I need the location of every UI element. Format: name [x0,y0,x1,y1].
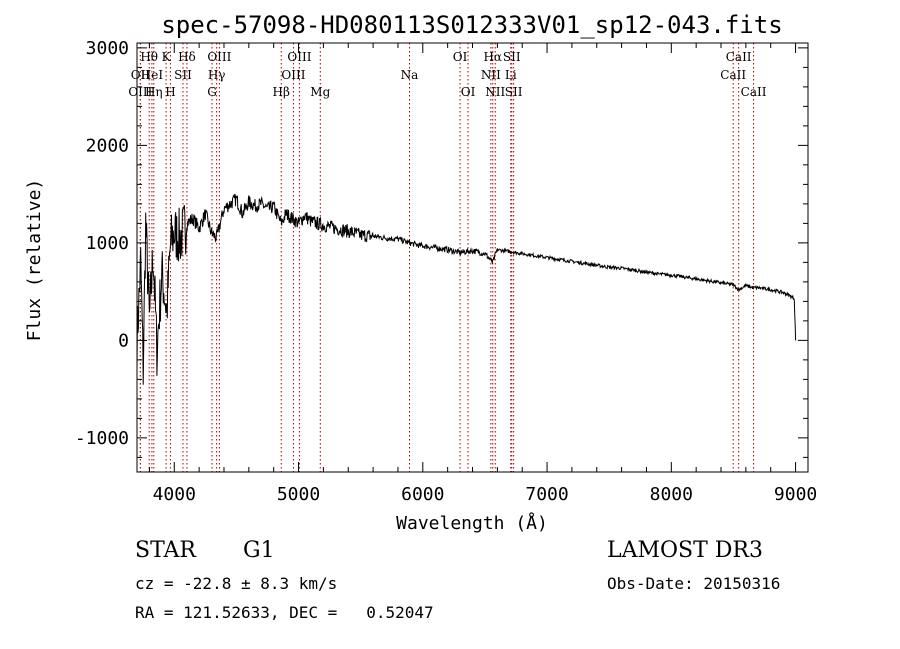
line-label-13: OIII [281,68,305,82]
object-subclass: G1 [243,538,275,563]
x-tick-label-2: 6000 [401,484,444,505]
line-label-14: OIII [287,50,311,64]
line-label-27: CaII [741,85,767,99]
x-tick-label-1: 5000 [277,484,320,505]
coordinates: RA = 121.52633, DEC = 0.52047 [135,603,434,622]
x-tick-label-3: 7000 [525,484,568,505]
x-tick-label-5: 9000 [774,484,817,505]
observation-date: Obs-Date: 20150316 [607,574,781,593]
spectrum-line [136,193,797,385]
y-tick-label-4: 3000 [86,38,129,59]
line-label-4: HeI [141,68,164,82]
plot-frame [136,42,809,473]
line-label-23: SII [503,50,521,64]
line-label-6: H [165,85,175,99]
line-label-26: CaII [726,50,752,64]
line-label-21: NII [485,85,505,99]
y-tick-label-2: 1000 [86,233,129,254]
x-axis-label: Wavelength (Å) [396,512,548,534]
object-class: STAR [135,538,196,563]
spectral-line-markers [139,43,755,472]
line-label-7: SII [174,68,192,82]
line-label-24: SII [505,85,523,99]
line-label-1: OII [131,68,151,82]
axes: 4000 5000 6000 7000 8000 9000 -1000 0 1000 2000 30… [75,38,817,505]
line-label-3: Hη [145,85,163,99]
line-label-22: Li [505,68,517,82]
x-tick-label-4: 8000 [650,484,693,505]
y-tick-label-1: 0 [118,330,129,351]
y-tick-label-3: 2000 [86,135,129,156]
line-label-10: Hγ [208,68,226,82]
line-label-15: Mg [310,85,330,99]
line-label-9: OIII [207,50,231,64]
line-label-12: Hβ [273,85,290,99]
line-label-8: Hδ [178,50,196,64]
line-label-20: Hα [483,50,502,64]
survey-name: LAMOST DR3 [607,538,763,563]
line-label-16: Na [401,68,419,82]
redshift-value: cz = -22.8 ± 8.3 km/s [135,574,338,593]
line-label-19: NII [481,68,501,82]
line-label-5: K [162,50,172,64]
y-tick-label-0: -1000 [75,428,129,449]
line-label-17: OI [453,50,468,64]
line-label-11: G [207,85,217,99]
line-label-25: CaII [720,68,746,82]
line-label-0: Hθ [140,50,158,64]
line-label-18: OI [461,85,476,99]
x-tick-label-0: 4000 [153,484,196,505]
y-axis-label: Flux (relative) [24,179,45,342]
line-label-2: OIII [128,85,152,99]
chart-title: spec-57098-HD080113S012333V01_sp12-043.f… [161,11,782,39]
